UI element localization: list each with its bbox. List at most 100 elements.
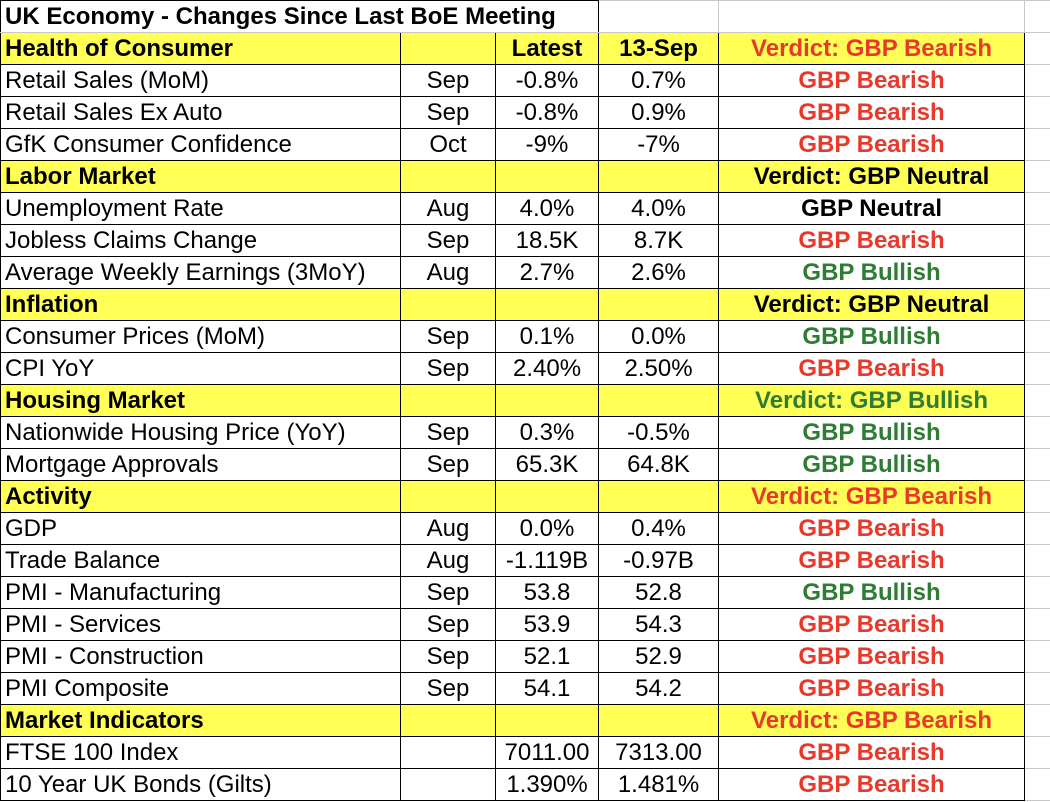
latest-value[interactable]: 53.8 [494,576,600,609]
latest-value[interactable]: 53.9 [494,608,600,641]
previous-value[interactable]: -0.97B [598,544,720,577]
empty-cell[interactable] [1024,352,1050,385]
empty-cell[interactable] [598,480,720,513]
period-cell[interactable]: Oct [400,128,496,161]
empty-cell[interactable] [400,480,496,513]
section-verdict[interactable]: Verdict: GBP Bearish [718,704,1026,737]
indicator-name[interactable]: Consumer Prices (MoM) [0,320,401,353]
empty-cell[interactable] [1024,416,1050,449]
latest-value[interactable]: -9% [494,128,600,161]
previous-value[interactable]: 2.6% [598,256,720,289]
period-cell[interactable]: Aug [400,512,496,545]
period-cell[interactable]: Sep [400,640,496,673]
empty-cell[interactable] [494,480,600,513]
empty-cell[interactable] [598,160,720,193]
indicator-name[interactable]: GfK Consumer Confidence [0,128,401,161]
indicator-name[interactable]: CPI YoY [0,352,401,385]
signal-cell[interactable]: GBP Neutral [718,192,1026,225]
empty-cell[interactable] [1024,512,1050,545]
section-name[interactable]: Health of Consumer [0,32,401,65]
empty-cell[interactable] [1024,480,1050,513]
indicator-name[interactable]: FTSE 100 Index [0,736,401,769]
empty-cell[interactable] [1024,224,1050,257]
previous-value[interactable]: 0.7% [598,64,720,97]
latest-value[interactable]: -1.119B [494,544,600,577]
empty-cell[interactable] [400,288,496,321]
latest-value[interactable]: 7011.00 [494,736,600,769]
indicator-name[interactable]: PMI Composite [0,672,401,705]
empty-cell[interactable] [1024,384,1050,417]
indicator-name[interactable]: Jobless Claims Change [0,224,401,257]
previous-value[interactable]: 7313.00 [598,736,720,769]
section-verdict[interactable]: Verdict: GBP Bearish [718,480,1026,513]
empty-cell[interactable] [1024,640,1050,673]
empty-cell[interactable] [1024,192,1050,225]
empty-cell[interactable] [1024,544,1050,577]
latest-value[interactable]: 65.3K [494,448,600,481]
previous-value[interactable]: 4.0% [598,192,720,225]
signal-cell[interactable]: GBP Bullish [718,416,1026,449]
empty-cell[interactable] [494,288,600,321]
empty-cell[interactable] [1024,672,1050,705]
sheet-title[interactable]: UK Economy - Changes Since Last BoE Meet… [0,0,600,33]
latest-value[interactable]: 2.40% [494,352,600,385]
latest-value[interactable]: 18.5K [494,224,600,257]
previous-value[interactable]: 2.50% [598,352,720,385]
empty-cell[interactable] [1024,0,1050,33]
period-cell[interactable]: Aug [400,256,496,289]
indicator-name[interactable]: Nationwide Housing Price (YoY) [0,416,401,449]
signal-cell[interactable]: GBP Bullish [718,256,1026,289]
previous-column-header[interactable]: 13-Sep [598,32,720,65]
period-cell[interactable]: Sep [400,352,496,385]
latest-value[interactable]: 0.0% [494,512,600,545]
section-name[interactable]: Labor Market [0,160,401,193]
previous-value[interactable]: 0.9% [598,96,720,129]
empty-cell[interactable] [598,288,720,321]
indicator-name[interactable]: GDP [0,512,401,545]
empty-cell[interactable] [1024,576,1050,609]
empty-cell[interactable] [1024,128,1050,161]
empty-cell[interactable] [1024,608,1050,641]
previous-value[interactable]: 8.7K [598,224,720,257]
empty-cell[interactable] [1024,448,1050,481]
section-verdict[interactable]: Verdict: GBP Neutral [718,288,1026,321]
previous-value[interactable]: 0.0% [598,320,720,353]
section-name[interactable]: Housing Market [0,384,401,417]
period-cell[interactable]: Aug [400,192,496,225]
empty-cell[interactable] [1024,96,1050,129]
previous-value[interactable]: 1.481% [598,768,720,801]
section-name[interactable]: Inflation [0,288,401,321]
period-cell[interactable] [400,736,496,769]
period-cell[interactable]: Sep [400,320,496,353]
previous-value[interactable]: 54.3 [598,608,720,641]
previous-value[interactable]: 64.8K [598,448,720,481]
indicator-name[interactable]: Retail Sales Ex Auto [0,96,401,129]
latest-value[interactable]: -0.8% [494,96,600,129]
period-cell[interactable] [400,768,496,801]
indicator-name[interactable]: PMI - Construction [0,640,401,673]
previous-value[interactable]: 0.4% [598,512,720,545]
empty-cell[interactable] [1024,736,1050,769]
latest-value[interactable]: 54.1 [494,672,600,705]
section-verdict[interactable]: Verdict: GBP Bearish [718,32,1026,65]
signal-cell[interactable]: GBP Bearish [718,128,1026,161]
empty-cell[interactable] [1024,704,1050,737]
period-cell[interactable]: Sep [400,608,496,641]
empty-cell[interactable] [1024,256,1050,289]
indicator-name[interactable]: Trade Balance [0,544,401,577]
indicator-name[interactable]: PMI - Services [0,608,401,641]
section-verdict[interactable]: Verdict: GBP Neutral [718,160,1026,193]
signal-cell[interactable]: GBP Bearish [718,96,1026,129]
period-cell[interactable]: Sep [400,448,496,481]
latest-value[interactable]: 4.0% [494,192,600,225]
previous-value[interactable]: 52.9 [598,640,720,673]
empty-cell[interactable] [1024,32,1050,65]
empty-cell[interactable] [1024,288,1050,321]
period-cell[interactable]: Sep [400,672,496,705]
previous-value[interactable]: 54.2 [598,672,720,705]
signal-cell[interactable]: GBP Bearish [718,672,1026,705]
empty-cell[interactable] [598,384,720,417]
signal-cell[interactable]: GBP Bullish [718,320,1026,353]
signal-cell[interactable]: GBP Bearish [718,64,1026,97]
section-name[interactable]: Market Indicators [0,704,401,737]
